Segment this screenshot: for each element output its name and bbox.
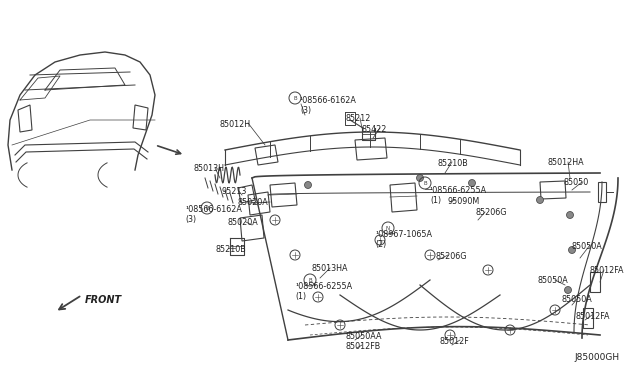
Text: B: B	[205, 205, 209, 211]
Text: B: B	[423, 180, 427, 186]
Text: 85050A: 85050A	[562, 295, 593, 304]
Text: 85020A: 85020A	[238, 198, 269, 207]
Text: 85050AA: 85050AA	[345, 332, 381, 341]
Text: FRONT: FRONT	[85, 295, 122, 305]
Text: N: N	[386, 225, 390, 231]
Text: 95090M: 95090M	[448, 197, 480, 206]
Text: 85210B: 85210B	[437, 159, 468, 168]
Text: 85206G: 85206G	[475, 208, 506, 217]
Text: 85050A: 85050A	[572, 242, 603, 251]
Circle shape	[417, 174, 424, 182]
Circle shape	[564, 286, 572, 294]
Text: J85000GH: J85000GH	[575, 353, 620, 362]
Text: 95213: 95213	[222, 187, 248, 196]
Text: 85210B: 85210B	[215, 245, 246, 254]
Circle shape	[568, 247, 575, 253]
Text: 85422: 85422	[362, 125, 387, 134]
Text: 85050A: 85050A	[538, 276, 569, 285]
Text: 85012H: 85012H	[220, 120, 251, 129]
Text: ¹08566-6162A
(3): ¹08566-6162A (3)	[185, 205, 242, 224]
Text: 85013HA: 85013HA	[312, 264, 349, 273]
Text: 85212: 85212	[345, 114, 371, 123]
Text: 85012FB: 85012FB	[345, 342, 380, 351]
Text: B: B	[308, 278, 312, 282]
Text: ¹08566-6255A
(1): ¹08566-6255A (1)	[430, 186, 487, 205]
Text: 85050: 85050	[564, 178, 589, 187]
Circle shape	[536, 196, 543, 203]
Text: 85206G: 85206G	[435, 252, 467, 261]
Circle shape	[468, 180, 476, 186]
Text: ¹08566-6255A
(1): ¹08566-6255A (1)	[295, 282, 352, 301]
Text: 85012F: 85012F	[440, 337, 470, 346]
Text: 85012HA: 85012HA	[548, 158, 584, 167]
Circle shape	[305, 182, 312, 189]
Text: 85012FA: 85012FA	[590, 266, 625, 275]
Text: ¹08566-6162A
(3): ¹08566-6162A (3)	[300, 96, 357, 115]
Text: ¹08967-1065A
(2): ¹08967-1065A (2)	[375, 230, 432, 249]
Text: 85020A: 85020A	[228, 218, 259, 227]
Text: B: B	[293, 96, 297, 100]
Circle shape	[566, 212, 573, 218]
Text: 85012FA: 85012FA	[575, 312, 609, 321]
Text: 85013H: 85013H	[193, 164, 224, 173]
